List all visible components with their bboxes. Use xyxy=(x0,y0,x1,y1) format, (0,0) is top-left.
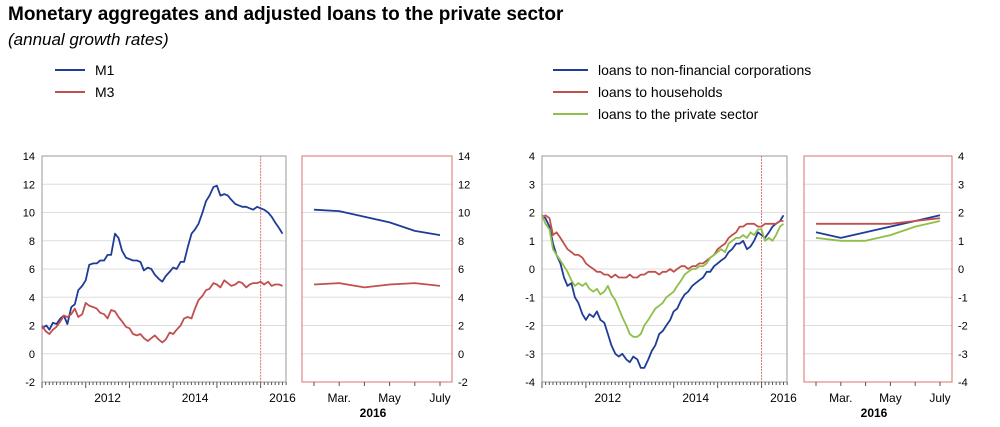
left-zoom-series-line-1 xyxy=(313,282,441,289)
right-zoom-xtick-label-0: Mar. xyxy=(829,391,852,405)
left-ytick-right-1: 0 xyxy=(458,349,464,361)
right-legend-label-0: loans to non-financial corporations xyxy=(598,62,811,78)
right-ytick-right-8: 4 xyxy=(958,151,964,163)
right-zoom-series-line-2 xyxy=(815,220,941,242)
right-xtick-label-0: 2012 xyxy=(595,391,622,405)
right-ytick-right-4: 0 xyxy=(958,264,964,276)
left-xtick-label-1: 2014 xyxy=(182,391,209,405)
right-ytick-right-1: -3 xyxy=(958,349,968,361)
left-ytick-right-3: 4 xyxy=(458,292,464,304)
left-ytick-right-8: 14 xyxy=(458,151,470,163)
left-ytick-left-7: 12 xyxy=(23,179,35,191)
left-xtick-label-0: 2012 xyxy=(94,391,121,405)
right-ytick-left-1: -3 xyxy=(525,349,535,361)
right-ytick-left-8: 4 xyxy=(529,151,535,163)
left-ytick-left-4: 6 xyxy=(29,264,35,276)
right-ytick-right-2: -2 xyxy=(958,321,968,333)
right-xtick-label-1: 2014 xyxy=(682,391,709,405)
chart-title: Monetary aggregates and adjusted loans t… xyxy=(8,4,564,25)
right-zoom-series-line-1 xyxy=(816,217,941,225)
left-ytick-right-4: 6 xyxy=(458,264,464,276)
left-ytick-right-5: 8 xyxy=(458,236,464,248)
left-ytick-left-6: 10 xyxy=(23,208,35,220)
right-ytick-left-6: 2 xyxy=(529,208,535,220)
left-zoom-xtick-label-1: May xyxy=(378,391,401,405)
right-main-series-line-2 xyxy=(541,214,785,338)
right-ytick-right-3: -1 xyxy=(958,292,968,304)
right-main-series-line-1 xyxy=(541,214,784,279)
right-zoom-series-line-0 xyxy=(815,214,941,239)
left-main-series-line-1 xyxy=(41,279,283,344)
left-zoom-frame xyxy=(301,155,453,383)
right-ytick-right-5: 1 xyxy=(958,236,964,248)
right-ytick-left-7: 3 xyxy=(529,179,535,191)
right-legend-label-2: loans to the private sector xyxy=(598,106,759,122)
left-ytick-left-5: 8 xyxy=(29,236,35,248)
right-ytick-right-7: 3 xyxy=(958,179,964,191)
left-xtick-label-2: 2016 xyxy=(269,391,296,405)
left-zoom-xtick-label-2: July xyxy=(429,391,450,405)
right-ytick-left-3: -1 xyxy=(525,292,535,304)
left-ytick-left-3: 4 xyxy=(29,292,35,304)
right-ytick-left-4: 0 xyxy=(529,264,535,276)
left-zoom-year-label: 2016 xyxy=(360,406,387,420)
right-zoom-xtick-label-1: May xyxy=(879,391,902,405)
left-ytick-left-0: -2 xyxy=(25,377,35,389)
right-legend-label-1: loans to households xyxy=(598,84,723,100)
right-xtick-label-2: 2016 xyxy=(770,391,797,405)
right-main-frame xyxy=(541,155,788,383)
left-ytick-left-8: 14 xyxy=(23,151,35,163)
left-main-frame xyxy=(41,155,287,383)
right-ytick-left-0: -4 xyxy=(525,377,535,389)
left-ytick-right-2: 2 xyxy=(458,321,464,333)
right-ytick-left-2: -2 xyxy=(525,321,535,333)
left-main-series-line-0 xyxy=(41,184,284,331)
right-zoom-xtick-label-2: July xyxy=(929,391,950,405)
left-zoom-xtick-label-0: Mar. xyxy=(328,391,351,405)
left-ytick-left-2: 2 xyxy=(29,321,35,333)
left-ytick-right-6: 10 xyxy=(458,208,470,220)
right-zoom-frame xyxy=(803,155,953,383)
right-zoom-year-label: 2016 xyxy=(861,406,888,420)
left-legend-label-0: M1 xyxy=(95,62,115,78)
chart-subtitle: (annual growth rates) xyxy=(8,30,169,49)
right-main-series-line-0 xyxy=(541,214,785,369)
right-ytick-left-5: 1 xyxy=(529,236,535,248)
left-ytick-left-1: 0 xyxy=(29,349,35,361)
left-ytick-right-0: -2 xyxy=(458,377,468,389)
right-ytick-right-6: 2 xyxy=(958,208,964,220)
left-legend-label-1: M3 xyxy=(95,84,115,100)
left-ytick-right-7: 12 xyxy=(458,179,470,191)
right-ytick-right-0: -4 xyxy=(958,377,968,389)
left-zoom-series-line-0 xyxy=(313,208,441,236)
